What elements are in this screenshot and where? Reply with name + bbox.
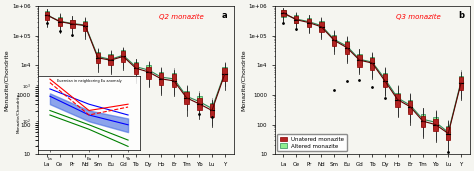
FancyBboxPatch shape (70, 20, 75, 27)
FancyBboxPatch shape (134, 63, 138, 74)
FancyBboxPatch shape (383, 74, 387, 87)
FancyBboxPatch shape (383, 73, 387, 86)
FancyBboxPatch shape (319, 21, 324, 31)
FancyBboxPatch shape (370, 57, 374, 68)
Text: a: a (222, 11, 228, 20)
FancyBboxPatch shape (197, 96, 201, 107)
FancyBboxPatch shape (45, 12, 49, 20)
FancyBboxPatch shape (446, 126, 450, 139)
FancyBboxPatch shape (459, 76, 463, 88)
FancyBboxPatch shape (96, 53, 100, 63)
Legend: Unatered monazite, Altered monazite: Unatered monazite, Altered monazite (277, 134, 347, 151)
FancyBboxPatch shape (357, 55, 362, 67)
FancyBboxPatch shape (345, 41, 349, 52)
FancyBboxPatch shape (108, 55, 113, 65)
FancyBboxPatch shape (159, 72, 164, 83)
FancyBboxPatch shape (184, 91, 189, 102)
FancyBboxPatch shape (57, 17, 62, 24)
FancyBboxPatch shape (146, 67, 151, 79)
FancyBboxPatch shape (83, 21, 87, 29)
FancyBboxPatch shape (184, 92, 189, 104)
FancyBboxPatch shape (146, 65, 151, 77)
FancyBboxPatch shape (222, 67, 227, 79)
FancyBboxPatch shape (172, 73, 176, 85)
FancyBboxPatch shape (319, 22, 324, 32)
FancyBboxPatch shape (459, 77, 463, 90)
Text: Q3 monazite: Q3 monazite (396, 14, 440, 20)
FancyBboxPatch shape (307, 19, 311, 27)
FancyBboxPatch shape (332, 35, 337, 45)
FancyBboxPatch shape (159, 73, 164, 85)
FancyBboxPatch shape (134, 62, 138, 72)
FancyBboxPatch shape (307, 18, 311, 26)
FancyBboxPatch shape (421, 114, 425, 126)
FancyBboxPatch shape (172, 74, 176, 87)
FancyBboxPatch shape (70, 20, 75, 28)
FancyBboxPatch shape (210, 103, 214, 114)
FancyBboxPatch shape (345, 42, 349, 54)
FancyBboxPatch shape (121, 51, 126, 62)
FancyBboxPatch shape (210, 104, 214, 117)
FancyBboxPatch shape (83, 22, 87, 31)
FancyBboxPatch shape (45, 11, 49, 19)
FancyBboxPatch shape (370, 58, 374, 70)
FancyBboxPatch shape (281, 10, 286, 16)
Text: b: b (458, 11, 464, 20)
FancyBboxPatch shape (294, 16, 298, 23)
FancyBboxPatch shape (281, 10, 286, 17)
FancyBboxPatch shape (395, 93, 400, 104)
FancyBboxPatch shape (395, 94, 400, 107)
Y-axis label: Monazite/Chondrite: Monazite/Chondrite (240, 49, 246, 111)
FancyBboxPatch shape (357, 54, 362, 65)
FancyBboxPatch shape (121, 50, 126, 60)
Y-axis label: Monazite/Chondrite: Monazite/Chondrite (4, 49, 9, 111)
FancyBboxPatch shape (57, 18, 62, 26)
FancyBboxPatch shape (433, 117, 438, 129)
FancyBboxPatch shape (332, 36, 337, 46)
FancyBboxPatch shape (222, 68, 227, 81)
FancyBboxPatch shape (446, 127, 450, 140)
FancyBboxPatch shape (294, 15, 298, 23)
FancyBboxPatch shape (421, 116, 425, 127)
FancyBboxPatch shape (197, 98, 201, 110)
FancyBboxPatch shape (433, 119, 438, 131)
FancyBboxPatch shape (96, 52, 100, 61)
Text: Q2 monazite: Q2 monazite (159, 14, 204, 20)
FancyBboxPatch shape (408, 100, 412, 112)
FancyBboxPatch shape (108, 54, 113, 64)
FancyBboxPatch shape (408, 101, 412, 114)
